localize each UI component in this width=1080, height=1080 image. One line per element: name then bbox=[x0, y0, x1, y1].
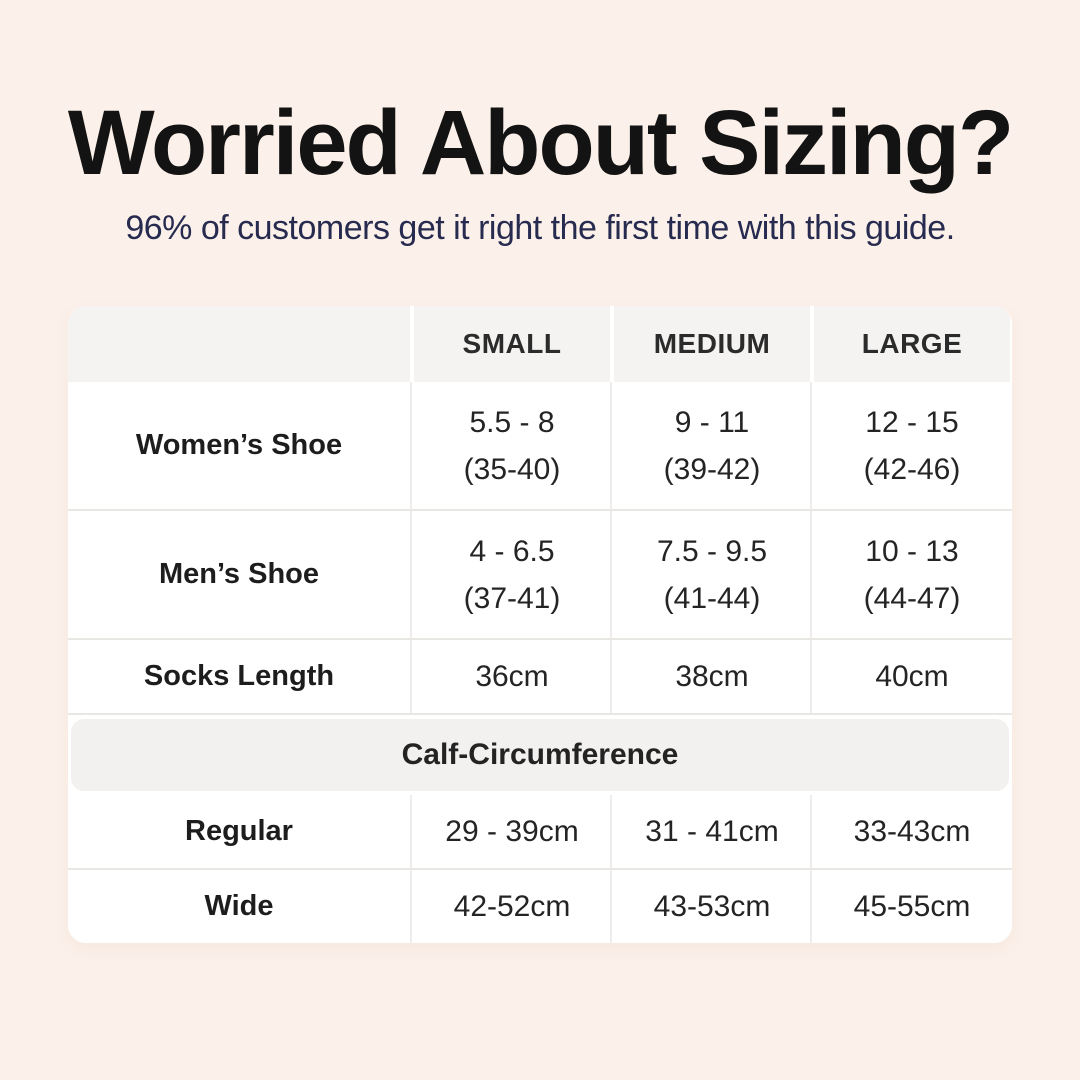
cell-wide-large: 45-55cm bbox=[810, 870, 1010, 944]
row-label-womens-shoe: Women’s Shoe bbox=[135, 429, 343, 462]
cell-womens-medium: 9 - 11 (39-42) bbox=[610, 382, 810, 510]
section-header-calf-circumference: Calf-Circumference bbox=[71, 719, 1009, 792]
header-cell-large: LARGE bbox=[814, 306, 1010, 383]
cell-regular-small: 29 - 39cm bbox=[410, 795, 610, 869]
table-row-mens-shoe: Men’s Shoe 4 - 6.5 (37-41) 7.5 - 9.5 (41… bbox=[68, 509, 1012, 639]
cell-mens-medium: 7.5 - 9.5 (41-44) bbox=[610, 511, 810, 639]
header-cell-medium: MEDIUM bbox=[614, 306, 810, 383]
row-label-mens-shoe: Men’s Shoe bbox=[158, 558, 320, 591]
cell-regular-large: 33-43cm bbox=[810, 795, 1010, 869]
table-row-womens-shoe: Women’s Shoe 5.5 - 8 (35-40) 9 - 11 (39-… bbox=[68, 382, 1012, 510]
cell-mens-large: 10 - 13 (44-47) bbox=[810, 511, 1010, 639]
header-cell-small: SMALL bbox=[414, 306, 610, 383]
size-chart-table: SMALL MEDIUM LARGE Women’s Shoe 5.5 - 8 … bbox=[68, 306, 1012, 944]
page-title: Worried About Sizing? bbox=[67, 92, 1014, 194]
table-row-regular: Regular 29 - 39cm 31 - 41cm 33-43cm bbox=[68, 795, 1012, 869]
row-label-regular: Regular bbox=[185, 815, 293, 848]
cell-socks-small: 36cm bbox=[410, 640, 610, 714]
cell-mens-small: 4 - 6.5 (37-41) bbox=[410, 511, 610, 639]
row-label-socks-length: Socks Length bbox=[143, 660, 335, 693]
table-row-socks-length: Socks Length 36cm 38cm 40cm bbox=[68, 638, 1012, 716]
cell-womens-small: 5.5 - 8 (35-40) bbox=[410, 382, 610, 510]
page-subtitle: 96% of customers get it right the first … bbox=[125, 209, 955, 248]
cell-regular-medium: 31 - 41cm bbox=[610, 795, 810, 869]
header-cell-empty bbox=[68, 306, 410, 383]
cell-socks-medium: 38cm bbox=[610, 640, 810, 714]
section-header-label: Calf-Circumference bbox=[401, 738, 679, 772]
row-label-wide: Wide bbox=[204, 890, 274, 923]
cell-wide-medium: 43-53cm bbox=[610, 870, 810, 944]
cell-socks-large: 40cm bbox=[810, 640, 1010, 714]
table-header-row: SMALL MEDIUM LARGE bbox=[68, 306, 1012, 383]
cell-wide-small: 42-52cm bbox=[410, 870, 610, 944]
cell-womens-large: 12 - 15 (42-46) bbox=[810, 382, 1010, 510]
table-row-wide: Wide 42-52cm 43-53cm 45-55cm bbox=[68, 868, 1012, 944]
